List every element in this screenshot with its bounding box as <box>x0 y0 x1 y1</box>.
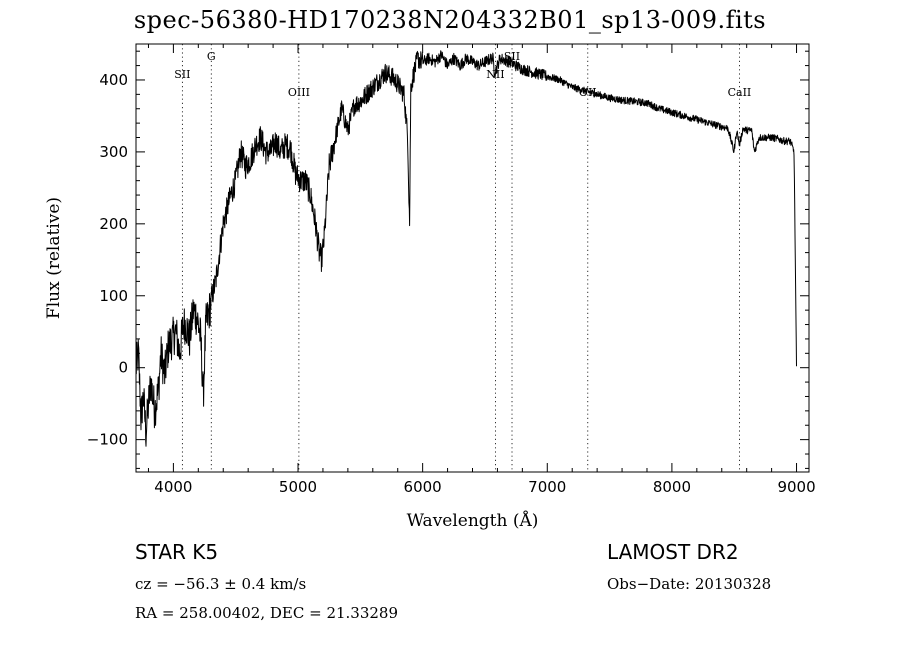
x-tick-label: 6000 <box>404 478 442 496</box>
y-tick-label: 400 <box>99 71 128 89</box>
x-tick-label: 5000 <box>279 478 317 496</box>
y-tick-label: 200 <box>99 215 128 233</box>
x-tick-label: 7000 <box>528 478 566 496</box>
spectrum-layer <box>135 50 797 447</box>
y-axis-label: Flux (relative) <box>44 196 64 320</box>
y-tick-label: 100 <box>99 287 128 305</box>
plot-frame <box>135 43 810 473</box>
line-marker-label: G <box>207 50 216 63</box>
line-marker-label: CaII <box>728 86 752 99</box>
spectrum-line <box>135 50 797 447</box>
line-marker-label: OIII <box>288 86 310 99</box>
y-tick-label: 300 <box>99 143 128 161</box>
chart-title: spec-56380-HD170238N204332B01_sp13-009.f… <box>133 6 767 34</box>
x-tick-label: 8000 <box>653 478 691 496</box>
x-tick-label: 9000 <box>777 478 815 496</box>
ra-dec-coordinates: RA = 258.00402, DEC = 21.33289 <box>135 604 399 622</box>
x-axis-label: Wavelength (Å) <box>406 511 539 531</box>
y-tick-label: 0 <box>118 359 128 377</box>
y-tick-label: −100 <box>87 431 128 449</box>
line-marker-label: SII <box>174 68 190 81</box>
redshift-velocity: cz = −56.3 ± 0.4 km/s <box>135 575 307 593</box>
x-tick-label: 4000 <box>154 478 192 496</box>
survey-name: LAMOST DR2 <box>607 540 739 564</box>
object-class: STAR K5 <box>135 540 219 564</box>
plot-axes: 4000 5000 6000 7000 8000 9000 −100 0 100 200 300 40… <box>87 43 816 496</box>
observation-date: Obs−Date: 20130328 <box>607 575 772 593</box>
